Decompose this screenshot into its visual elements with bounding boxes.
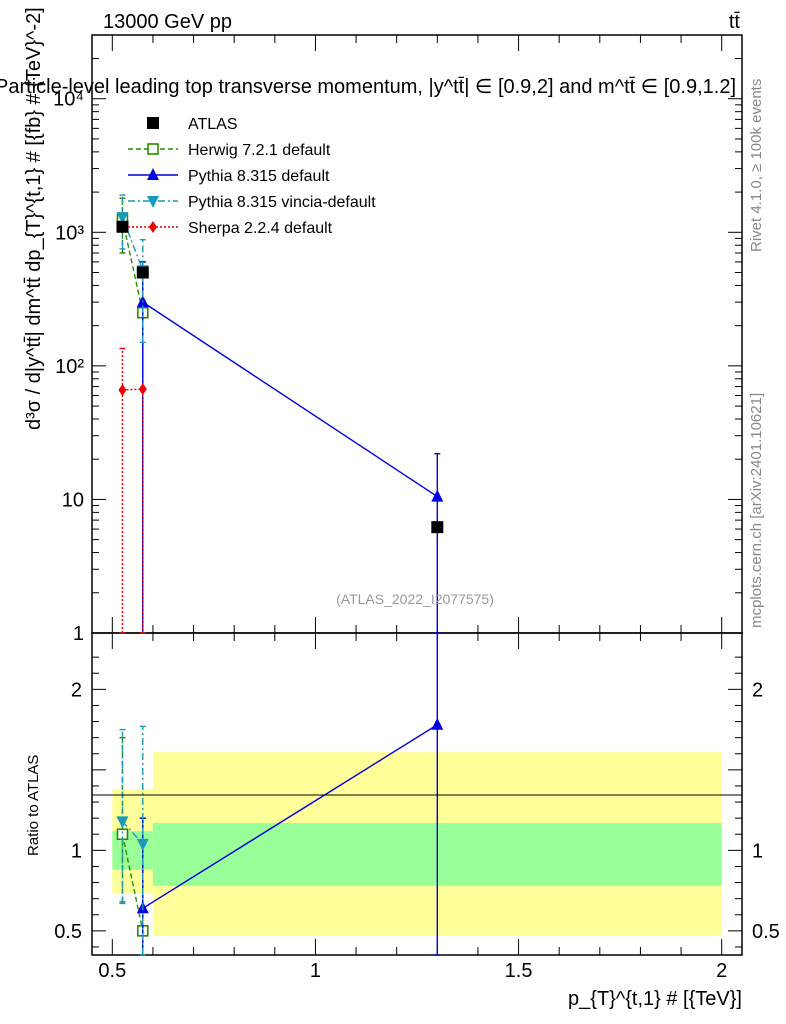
x-tick-label: 1 — [310, 960, 321, 982]
legend-item-atlas: ATLAS — [147, 116, 238, 133]
ratio-series — [116, 632, 444, 956]
main-y-tick-label: 10³ — [55, 222, 84, 244]
legend-marker-atlas — [147, 117, 159, 129]
legend-marker-herwig — [147, 143, 159, 155]
side-label-rivet: Rivet 4.1.0, ≥ 100k events — [748, 79, 765, 252]
legend-label-herwig: Herwig 7.2.1 default — [188, 142, 331, 159]
x-tick-label: 1.5 — [505, 960, 533, 982]
axes: 1 10 10² 10³ 10⁴ 0.5 1 1.5 2 0.5 0.5 1 1 2 2 — [53, 34, 780, 982]
plot-title: Particle-level leading top transverse mo… — [0, 76, 736, 98]
point-atlas — [136, 266, 149, 279]
energy-label: 13000 GeV pp — [103, 11, 232, 33]
series-sherpa — [118, 347, 147, 634]
ratio-y-axis-title: Ratio to ATLAS — [25, 755, 42, 856]
series-line-herwig — [121, 834, 144, 931]
point-sherpa — [118, 383, 127, 396]
series-pythia — [136, 261, 444, 634]
ratio-y-tick-label-right: 0.5 — [752, 921, 780, 943]
y-axis-title: d³σ / d|y^tt̄| dm^tt̄ dp_{T}^{t,1} # [{f… — [23, 7, 45, 430]
point-sherpa — [138, 383, 147, 396]
x-tick-label: 2 — [716, 960, 727, 982]
x-tick-label: 0.5 — [98, 960, 126, 982]
process-label: tt̄ — [729, 11, 741, 33]
legend-item-herwig: Herwig 7.2.1 default — [128, 142, 331, 159]
legend-marker-pythia — [147, 168, 159, 180]
point-atlas — [431, 521, 444, 534]
series-atlas — [116, 220, 444, 534]
series-pythia — [136, 632, 444, 956]
point-vincia — [136, 838, 149, 851]
analysis-watermark: (ATLAS_2022_I2077575) — [336, 591, 494, 607]
series-line-pythia — [142, 301, 438, 498]
legend-item-pythia: Pythia 8.315 default — [128, 168, 330, 185]
x-axis-title: p_{T}^{t,1} # [{TeV}] — [568, 988, 742, 1010]
main-y-tick-label: 1 — [73, 623, 84, 645]
legend-marker-vincia — [147, 196, 159, 208]
legend-item-sherpa: Sherpa 2.2.4 default — [128, 220, 333, 237]
ratio-y-tick-label-right: 2 — [752, 679, 763, 701]
legend-label-vincia: Pythia 8.315 vincia-default — [188, 194, 376, 211]
ratio-y-tick-label-right: 1 — [752, 840, 763, 862]
main-y-tick-label: 10⁴ — [53, 89, 84, 111]
legend-label-pythia: Pythia 8.315 default — [188, 168, 330, 185]
side-label-mcplots: mcplots.cern.ch [arXiv:2401.10621] — [748, 393, 765, 628]
main-series — [116, 194, 444, 634]
ratio-bands — [112, 752, 722, 936]
series-line-pythia — [142, 724, 438, 909]
point-vincia — [116, 816, 129, 829]
legend-label-sherpa: Sherpa 2.2.4 default — [188, 220, 333, 237]
ratio-y-tick-label: 2 — [71, 679, 82, 701]
ratio-y-tick-label: 1 — [71, 840, 82, 862]
ratio-y-tick-label: 0.5 — [54, 921, 82, 943]
point-vincia — [116, 212, 129, 225]
legend-item-vincia: Pythia 8.315 vincia-default — [128, 194, 376, 211]
ratio-frame — [91, 632, 743, 956]
main-y-tick-label: 10 — [62, 489, 84, 511]
main-y-tick-label: 10² — [55, 356, 84, 378]
point-atlas — [116, 220, 129, 233]
legend: ATLAS Herwig 7.2.1 default Pythia 8.315 de… — [128, 116, 376, 237]
point-pythia — [431, 489, 444, 502]
series-vincia — [116, 725, 149, 956]
series-line-vincia — [121, 216, 144, 271]
legend-marker-sherpa — [149, 221, 157, 233]
point-pythia — [431, 717, 444, 730]
legend-label-atlas: ATLAS — [188, 116, 238, 133]
